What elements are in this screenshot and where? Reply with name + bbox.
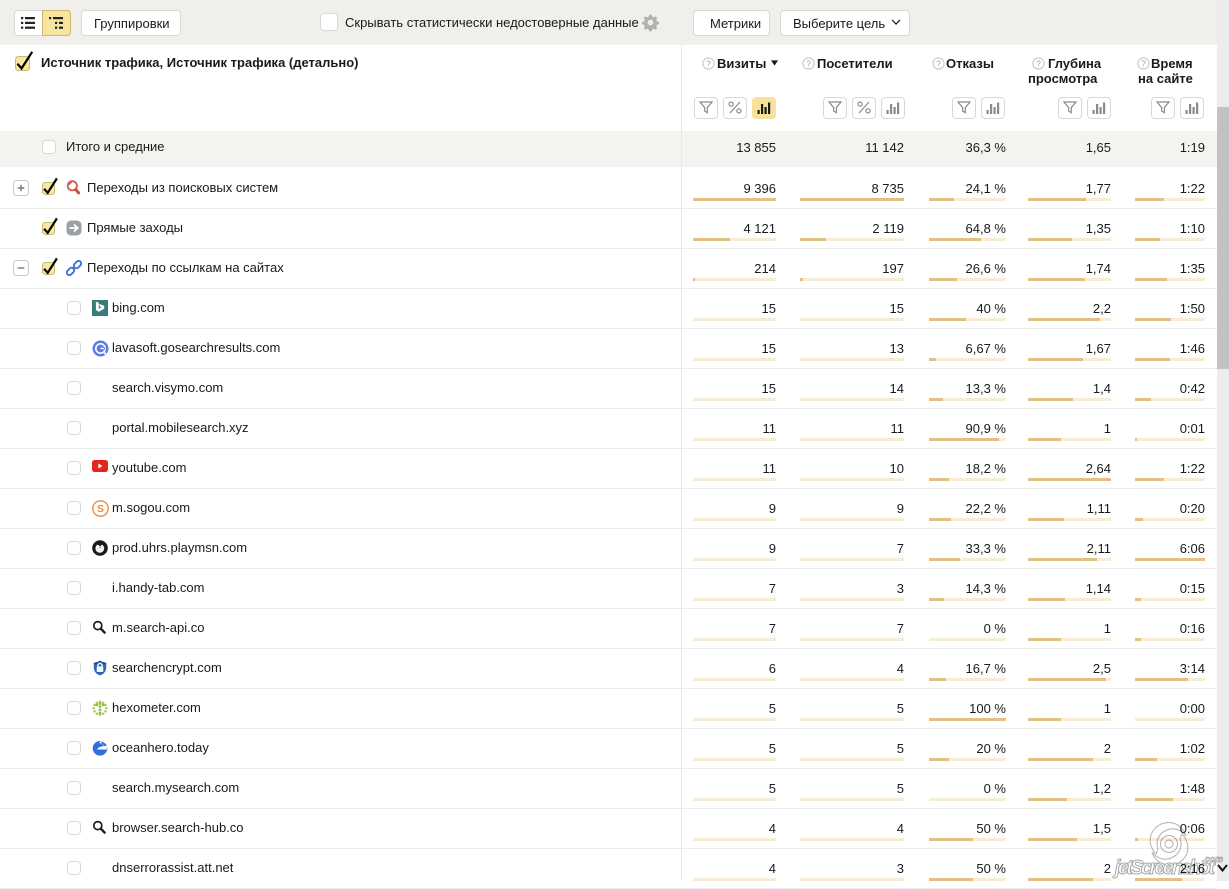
- svg-text:?: ?: [936, 58, 941, 68]
- svg-text:S: S: [97, 503, 104, 515]
- svg-text:jetScreenshot: jetScreenshot: [1112, 857, 1216, 879]
- svg-text:?: ?: [1036, 58, 1041, 68]
- svg-text:.com: .com: [1202, 854, 1223, 864]
- svg-text:?: ?: [1141, 58, 1146, 68]
- svg-text:?: ?: [806, 58, 811, 68]
- svg-text:?: ?: [706, 58, 711, 68]
